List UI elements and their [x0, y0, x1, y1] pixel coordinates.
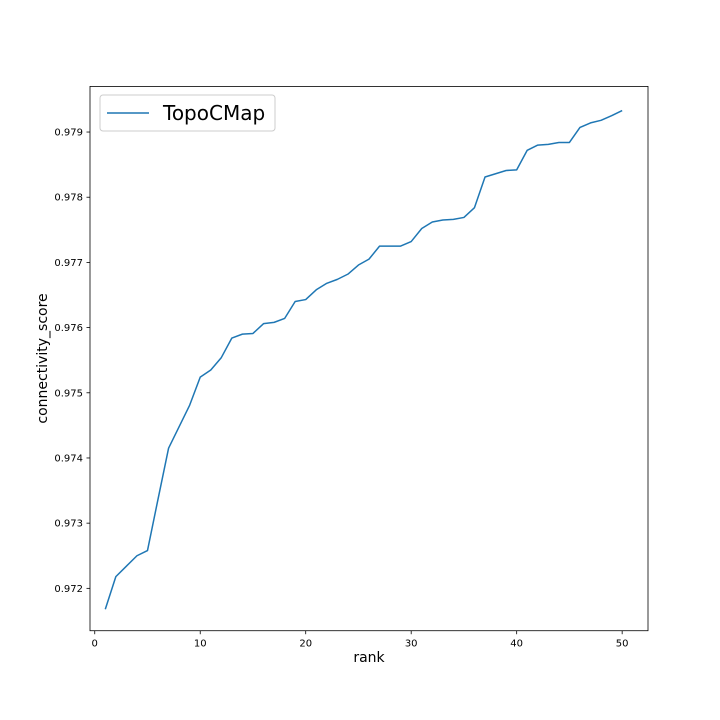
x-tick-label: 20: [299, 639, 312, 650]
x-tick-label: 30: [405, 639, 418, 650]
y-tick-label: 0.972: [54, 584, 83, 595]
y-tick-label: 0.974: [54, 453, 83, 464]
x-tick-label: 50: [616, 639, 629, 650]
y-tick-label: 0.975: [54, 388, 83, 399]
x-tick-label: 10: [194, 639, 207, 650]
y-tick-label: 0.977: [54, 258, 83, 269]
y-tick-label: 0.978: [54, 193, 83, 204]
y-tick-label: 0.979: [54, 128, 83, 139]
y-axis-ticks: 0.972 0.973 0.974 0.975 0.976 0.977 0.978 0.979: [54, 128, 90, 595]
legend-label-topocmap: TopoCMap: [162, 101, 265, 125]
series-line-topocmap: [104, 109, 623, 610]
legend: TopoCMap: [99, 94, 276, 132]
y-axis-label: connectivity_score: [35, 293, 51, 423]
x-tick-label: 40: [510, 639, 523, 650]
plot-area-frame: [89, 86, 649, 632]
x-axis-ticks: 0 10 20 30 40 50: [92, 630, 629, 650]
x-tick-label: 0: [92, 639, 98, 650]
legend-box: [99, 94, 276, 132]
plot-layer: [104, 109, 623, 610]
x-axis-label: rank: [353, 650, 385, 666]
y-tick-label: 0.976: [54, 323, 83, 334]
y-tick-label: 0.973: [54, 519, 83, 530]
